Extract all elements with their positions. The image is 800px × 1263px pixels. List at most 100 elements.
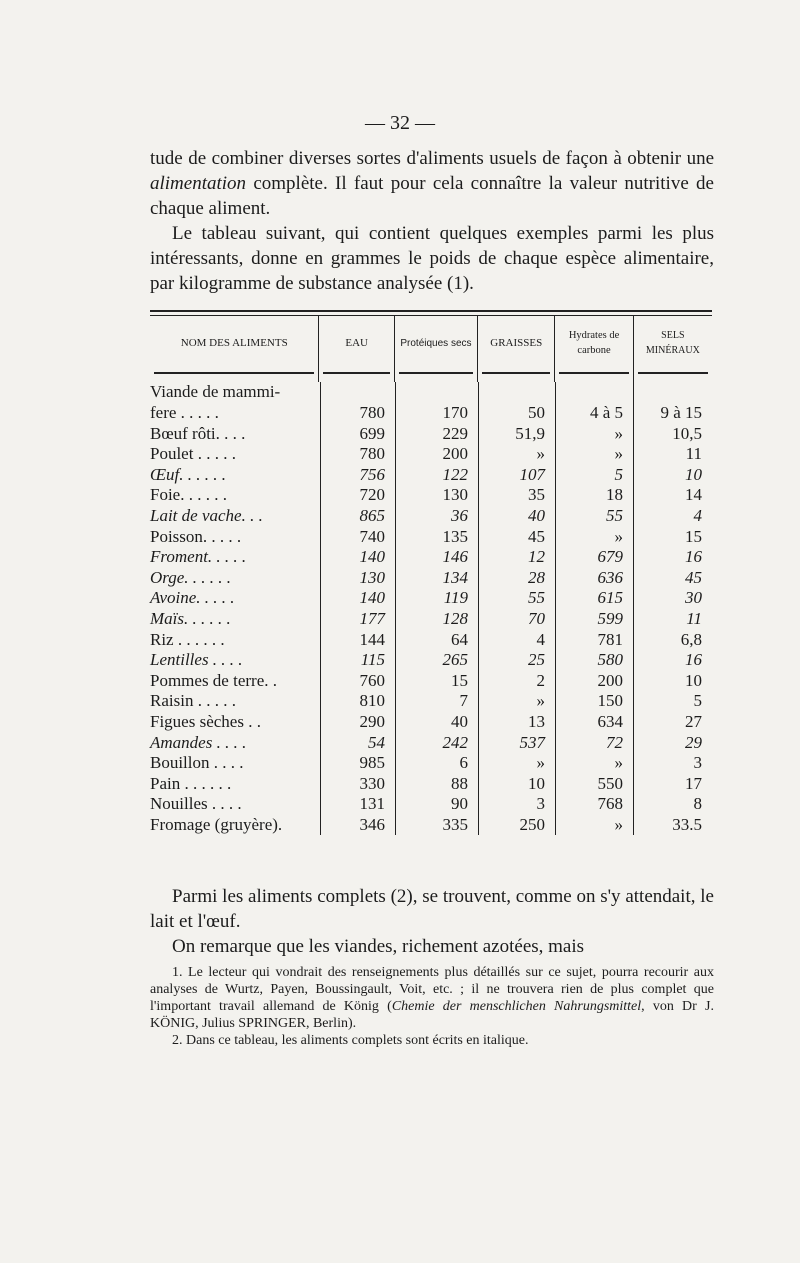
table-row: Bouillon . . . . 985 6»» 3 — [150, 753, 712, 774]
value-cell: 50 — [478, 403, 555, 424]
value-cell: 537 — [478, 732, 555, 754]
table-row: Riz . . . . . . 144 64 4 781 6,8 — [150, 629, 712, 651]
value-cell: 865 — [320, 505, 395, 527]
food-name: Pain . . . . . . — [150, 773, 232, 793]
food-name: Orge. . . . . . — [150, 567, 232, 587]
table-row: Pommes de terre. . 760 15 2 200 10 — [150, 670, 712, 692]
value-cell: 54 — [320, 732, 395, 754]
value-cell: 229 — [395, 423, 478, 445]
table-row: Poisson. . . . . 740 135 45» 15 — [150, 526, 712, 548]
value-cell: 55 — [555, 505, 633, 527]
footnote-1: 1. Le lecteur qui vondrait des renseigne… — [150, 964, 714, 1032]
value-cell: 16 — [633, 547, 712, 568]
value-cell: 72 — [555, 732, 633, 754]
value-cell: 170 — [395, 403, 478, 424]
table-row: Foie. . . . . . 720 130 35 18 14 — [150, 485, 712, 506]
table-row: Fromage (gruyère). 346 335 250» 33.5 — [150, 814, 712, 836]
value-cell: 6 — [395, 753, 478, 774]
value-cell: 599 — [555, 608, 633, 630]
food-name: Fromage (gruyère). — [150, 814, 283, 834]
table-row: Bœuf rôti. . . . 699 229 51,9» 10,5 — [150, 423, 712, 445]
value-cell: 146 — [395, 547, 478, 568]
table-top-rule-2 — [150, 315, 712, 316]
food-name: Bouillon . . . . — [150, 753, 244, 773]
value-cell: 4 à 5 — [555, 403, 633, 424]
table-row: Avoine. . . . . 140 119 55 615 30 — [150, 588, 712, 609]
value-cell: 679 — [555, 547, 633, 568]
header-underlines — [150, 370, 712, 382]
food-name: Avoine. . . . . — [150, 588, 235, 608]
emphasis: alimentation — [150, 173, 247, 194]
value-cell: 70 — [478, 608, 555, 630]
value-cell: 781 — [555, 629, 633, 651]
food-name: Lentilles . . . . — [150, 650, 243, 670]
value-cell: 10 — [633, 670, 712, 692]
value-cell: 115 — [320, 650, 395, 671]
text: tude de combiner diverses sortes d'alime… — [150, 148, 714, 169]
value-cell: 12 — [478, 547, 555, 568]
value-cell: 107 — [478, 464, 555, 486]
value-cell: 40 — [478, 505, 555, 527]
value-cell: 346 — [320, 814, 395, 836]
table-row: Lentilles . . . . 115 265 25 580 16 — [150, 650, 712, 671]
header-cell: NOM DES ALIMENTS — [180, 336, 288, 349]
table-row: Figues sèches . . 290 40 13 634 27 — [150, 711, 712, 733]
food-name: Foie. . . . . . — [150, 485, 227, 505]
value-cell: » — [478, 444, 555, 465]
emphasis: Chemie der menschlichen Nahrungsmittel — [391, 999, 642, 1014]
value-cell: 10,5 — [633, 423, 712, 445]
food-name: Maïs. . . . . . — [150, 608, 231, 628]
intro-paragraph-1: tude de combiner diverses sortes d'alime… — [150, 146, 714, 221]
value-cell: 64 — [395, 629, 478, 651]
value-cell: 10 — [633, 464, 712, 486]
footnote-2: 2. Dans ce tableau, les aliments complet… — [172, 1033, 529, 1048]
value-cell: 756 — [320, 464, 395, 486]
table-row: Œuf. . . . . . 756 122 107 5 10 — [150, 464, 712, 486]
value-cell: 3 — [633, 753, 712, 774]
value-cell: 140 — [320, 547, 395, 568]
value-cell: 290 — [320, 711, 395, 733]
footnotes: 1. Le lecteur qui vondrait des renseigne… — [150, 964, 714, 1049]
value-cell: 15 — [395, 670, 478, 692]
header-cell: EAU — [318, 316, 393, 370]
table-row: Lait de vache. . . 865 36 40 55 4 — [150, 505, 712, 527]
table-row: Maïs. . . . . . 177 128 70 599 11 — [150, 608, 712, 630]
food-name: Riz . . . . . . — [150, 629, 225, 649]
value-cell: 45 — [478, 526, 555, 548]
value-cell: 200 — [555, 670, 633, 692]
intro-paragraph-2: Le tableau suivant, qui contient quelque… — [150, 223, 714, 294]
value-cell: » — [555, 753, 633, 774]
value-cell: » — [555, 444, 633, 465]
value-cell: 780 — [320, 403, 395, 424]
value-cell: 131 — [320, 794, 395, 815]
value-cell: 36 — [395, 505, 478, 527]
value-cell: 580 — [555, 650, 633, 671]
page-number: — 32 — — [365, 112, 435, 134]
value-cell: 740 — [320, 526, 395, 548]
value-cell: 768 — [555, 794, 633, 815]
value-cell: 45 — [633, 567, 712, 589]
value-cell: 9 à 15 — [633, 403, 712, 424]
header-cell: Protéiques secs — [393, 316, 477, 370]
value-cell: 3 — [478, 794, 555, 815]
value-cell: 760 — [320, 670, 395, 692]
text: , von Dr J. KÖNIG, Julius SPRINGER, Berl… — [150, 999, 714, 1031]
value-cell: 130 — [395, 485, 478, 506]
value-cell: » — [555, 423, 633, 445]
value-cell: 88 — [395, 773, 478, 795]
value-cell: 11 — [633, 444, 712, 465]
value-cell: 4 — [478, 629, 555, 651]
value-cell: 134 — [395, 567, 478, 589]
value-cell: 28 — [478, 567, 555, 589]
value-cell: 985 — [320, 753, 395, 774]
table-header: NOM DES ALIMENTS EAU Protéiques secs GRA… — [150, 316, 712, 370]
value-cell: 30 — [633, 588, 712, 609]
food-name: Poulet . . . . . — [150, 444, 236, 464]
value-cell: 18 — [555, 485, 633, 506]
header-cell: SELS MINÉRAUX — [632, 316, 712, 370]
food-name: Nouilles . . . . — [150, 794, 242, 814]
value-cell: 140 — [320, 588, 395, 609]
header-cell: Hydrates de carbone — [554, 316, 632, 370]
value-cell: 615 — [555, 588, 633, 609]
